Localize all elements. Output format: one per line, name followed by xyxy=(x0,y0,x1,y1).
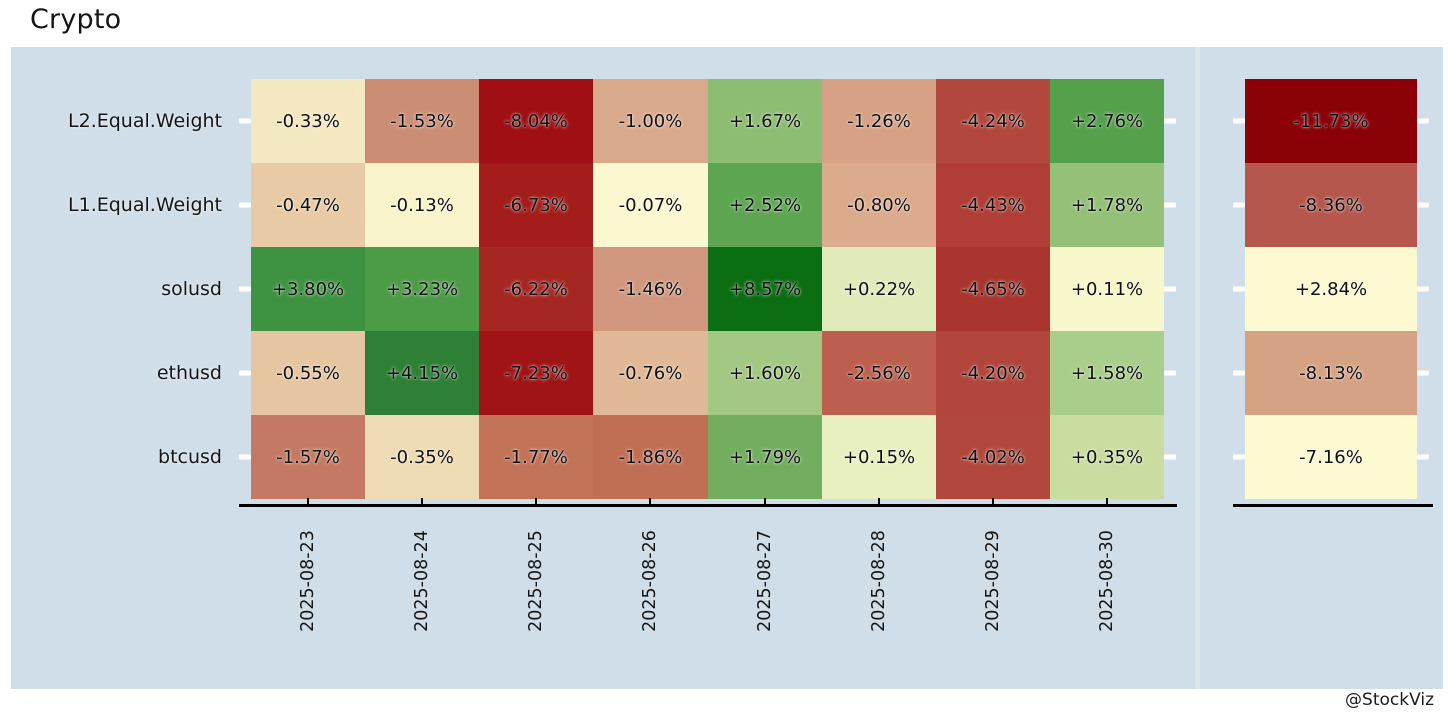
row-tick-mark xyxy=(239,286,251,292)
x-axis-tick xyxy=(763,498,766,504)
row-tick-mark xyxy=(239,202,251,208)
row-tick-mark xyxy=(1417,286,1429,292)
heatmap-cell: +2.76% xyxy=(1050,79,1164,163)
heatmap-cell: -2.56% xyxy=(822,331,936,415)
row-tick-mark xyxy=(1233,286,1245,292)
heatmap-cell: -6.73% xyxy=(479,163,593,247)
row-tick-mark xyxy=(1164,370,1176,376)
x-axis-tick xyxy=(535,498,538,504)
heatmap-cell: +3.80% xyxy=(251,247,365,331)
heatmap-cell: -1.26% xyxy=(822,79,936,163)
heatmap-cell: -4.43% xyxy=(936,163,1050,247)
heatmap-cell: -0.47% xyxy=(251,163,365,247)
heatmap-cell: -0.33% xyxy=(251,79,365,163)
x-axis-date-label: 2025-08-30 xyxy=(1096,530,1117,632)
heatmap-cell: +0.15% xyxy=(822,415,936,499)
heatmap-cell: -7.23% xyxy=(479,331,593,415)
heatmap-cell: +1.79% xyxy=(708,415,822,499)
total-cell: -11.73% xyxy=(1245,79,1417,163)
heatmap-cell: -0.76% xyxy=(593,331,708,415)
x-axis-tick xyxy=(991,498,994,504)
heatmap-cell: -8.04% xyxy=(479,79,593,163)
heatmap-cell: -1.46% xyxy=(593,247,708,331)
row-tick-mark xyxy=(1417,202,1429,208)
heatmap-cell: +2.52% xyxy=(708,163,822,247)
heatmap-cell: -4.02% xyxy=(936,415,1050,499)
heatmap-cell: -4.20% xyxy=(936,331,1050,415)
row-tick-mark xyxy=(1233,370,1245,376)
heatmap-cell: +8.57% xyxy=(708,247,822,331)
heatmap-cell: -0.35% xyxy=(365,415,479,499)
row-tick-mark xyxy=(1164,286,1176,292)
row-label: L1.Equal.Weight xyxy=(68,194,222,216)
row-label: ethusd xyxy=(156,362,222,384)
heatmap-cell: -1.77% xyxy=(479,415,593,499)
x-axis-line-total xyxy=(1233,504,1433,507)
row-tick-mark xyxy=(1233,202,1245,208)
heatmap-cell: -1.53% xyxy=(365,79,479,163)
x-axis-date-label: 2025-08-25 xyxy=(526,530,547,632)
facet-divider xyxy=(1195,47,1200,689)
chart-title: Crypto xyxy=(30,4,122,35)
row-label: btcusd xyxy=(158,446,222,468)
x-axis-tick xyxy=(421,498,424,504)
heatmap-cell: +4.15% xyxy=(365,331,479,415)
heatmap-cell: +0.22% xyxy=(822,247,936,331)
row-tick-mark xyxy=(1417,454,1429,460)
x-axis-line-main xyxy=(239,504,1177,507)
row-tick-mark xyxy=(1164,118,1176,124)
watermark: @StockViz xyxy=(1345,690,1434,710)
heatmap-cell: -6.22% xyxy=(479,247,593,331)
x-axis-tick xyxy=(649,498,652,504)
total-cell: -7.16% xyxy=(1245,415,1417,499)
x-axis-date-label: 2025-08-26 xyxy=(640,530,661,632)
heatmap-cell: +0.35% xyxy=(1050,415,1164,499)
heatmap-cell: +1.78% xyxy=(1050,163,1164,247)
total-cell: +2.84% xyxy=(1245,247,1417,331)
total-cell: -8.36% xyxy=(1245,163,1417,247)
row-tick-mark xyxy=(239,118,251,124)
heatmap-cell: -1.57% xyxy=(251,415,365,499)
heatmap-cell: -1.00% xyxy=(593,79,708,163)
heatmap-cell: -0.13% xyxy=(365,163,479,247)
heatmap-cell: +1.60% xyxy=(708,331,822,415)
x-axis-tick xyxy=(877,498,880,504)
row-tick-mark xyxy=(1164,202,1176,208)
row-tick-mark xyxy=(1417,118,1429,124)
heatmap-cell: -0.55% xyxy=(251,331,365,415)
heatmap-cell: -4.65% xyxy=(936,247,1050,331)
heatmap-cell: +1.58% xyxy=(1050,331,1164,415)
heatmap-cell: -0.80% xyxy=(822,163,936,247)
heatmap-cell: +0.11% xyxy=(1050,247,1164,331)
row-tick-mark xyxy=(239,454,251,460)
row-tick-mark xyxy=(1233,454,1245,460)
x-axis-date-label: 2025-08-24 xyxy=(412,530,433,632)
row-tick-mark xyxy=(1164,454,1176,460)
heatmap-cell: -1.86% xyxy=(593,415,708,499)
row-tick-mark xyxy=(1417,370,1429,376)
heatmap-cell: -0.07% xyxy=(593,163,708,247)
x-axis-tick xyxy=(1105,498,1108,504)
heatmap-cell: +1.67% xyxy=(708,79,822,163)
row-tick-mark xyxy=(239,370,251,376)
x-axis-tick xyxy=(307,498,310,504)
row-label: L2.Equal.Weight xyxy=(68,110,222,132)
x-axis-date-label: 2025-08-28 xyxy=(868,530,889,632)
row-label: solusd xyxy=(161,278,222,300)
x-axis-date-label: 2025-08-23 xyxy=(298,530,319,632)
x-axis-date-label: 2025-08-29 xyxy=(982,530,1003,632)
total-cell: -8.13% xyxy=(1245,331,1417,415)
heatmap-cell: +3.23% xyxy=(365,247,479,331)
x-axis-date-label: 2025-08-27 xyxy=(754,530,775,632)
heatmap-cell: -4.24% xyxy=(936,79,1050,163)
row-tick-mark xyxy=(1233,118,1245,124)
